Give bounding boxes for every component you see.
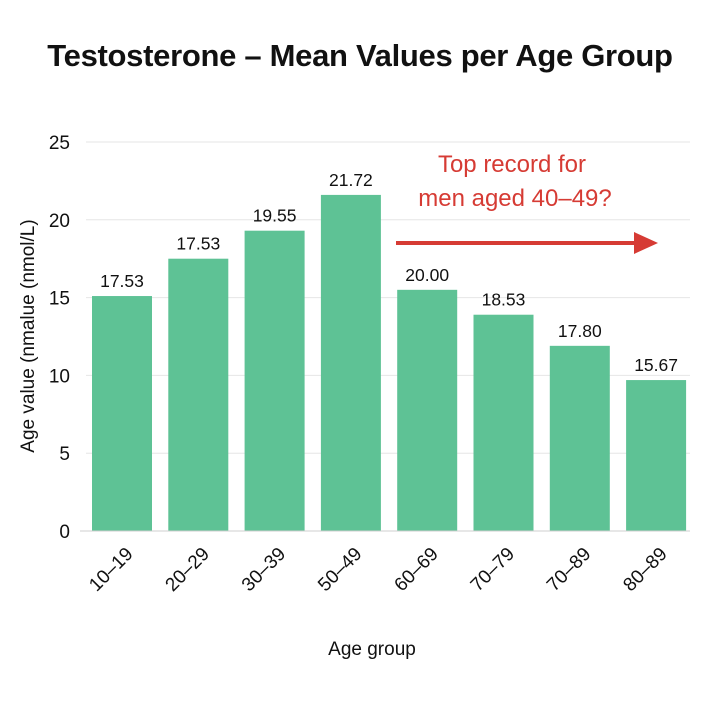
data-label: 19.55 <box>253 206 297 226</box>
x-axis-title: Age group <box>328 639 416 660</box>
data-label: 18.53 <box>482 290 526 310</box>
y-tick-label: 0 <box>59 522 70 543</box>
bar <box>397 289 458 531</box>
bar <box>244 230 305 531</box>
bar <box>473 314 534 531</box>
x-tick-label: 50–49 <box>314 544 366 596</box>
data-label: 17.53 <box>176 234 220 254</box>
y-axis-ticks: 0 5 10 15 20 25 <box>49 133 70 543</box>
annotation: Top record for men aged 40–49? <box>396 151 658 254</box>
x-tick-label: 20–29 <box>162 544 214 596</box>
y-axis-title: Age value (nmalue (nmol/L) <box>18 219 39 452</box>
bar <box>320 194 381 532</box>
y-tick-label: 25 <box>49 133 70 154</box>
data-label: 21.72 <box>329 170 373 190</box>
data-label: 17.53 <box>100 271 144 291</box>
annotation-line-2: men aged 40–49? <box>418 185 612 212</box>
x-tick-label: 80–89 <box>619 544 671 596</box>
x-axis-ticks: 10–19 20–29 30–39 50–49 60–69 70–79 70–89 80–89 <box>85 544 671 596</box>
y-tick-label: 15 <box>49 289 70 310</box>
y-tick-label: 10 <box>49 366 70 387</box>
data-label: 15.67 <box>634 355 678 375</box>
y-tick-label: 5 <box>59 444 70 465</box>
bar <box>549 345 610 531</box>
chart-title: Testosterone – Mean Values per Age Group <box>47 38 673 73</box>
data-label: 20.00 <box>405 265 449 285</box>
value-labels: 17.53 17.53 19.55 21.72 20.00 18.53 17.80 15.67 <box>100 170 678 375</box>
x-tick-label: 30–39 <box>238 544 290 596</box>
x-tick-label: 60–69 <box>391 544 443 596</box>
bar <box>168 258 229 531</box>
data-label: 17.80 <box>558 321 602 341</box>
bars <box>92 194 687 532</box>
x-tick-label: 70–89 <box>543 544 595 596</box>
x-tick-label: 10–19 <box>85 544 137 596</box>
x-tick-label: 70–79 <box>467 544 519 596</box>
annotation-arrow-icon <box>634 232 658 254</box>
bar <box>626 380 687 531</box>
y-tick-label: 20 <box>49 211 70 232</box>
annotation-line-1: Top record for <box>438 151 586 178</box>
bar <box>92 296 152 531</box>
